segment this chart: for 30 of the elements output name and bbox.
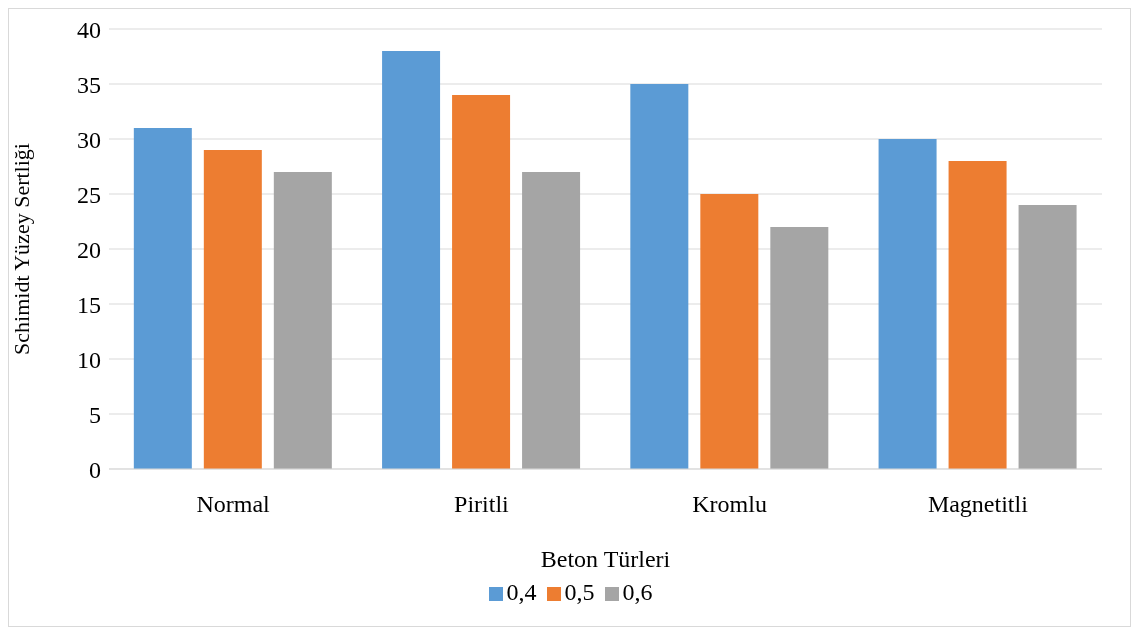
x-tick-label: Kromlu [692, 491, 767, 518]
bar [382, 51, 441, 469]
x-tick-label: Magnetitli [927, 491, 1029, 518]
y-tick-label: 25 [77, 181, 101, 208]
bar [452, 95, 511, 469]
bar [133, 128, 192, 469]
bar [522, 172, 581, 469]
y-axis-title: Schimidt Yüzey Sertliği [8, 143, 34, 355]
y-tick-label: 40 [77, 16, 101, 43]
y-tick-label: 35 [77, 71, 101, 98]
legend-label: 0,6 [622, 579, 653, 605]
bar [203, 150, 262, 469]
bar [1018, 205, 1077, 469]
x-tick-label: Normal [196, 491, 271, 518]
y-tick-label: 30 [77, 126, 101, 153]
bar [630, 84, 689, 469]
y-tick-label: 0 [89, 456, 101, 483]
y-tick-label: 5 [89, 401, 101, 428]
y-tick-label: 15 [77, 291, 101, 318]
bar [878, 139, 937, 469]
bar [700, 194, 759, 469]
bar [948, 161, 1007, 469]
bar [273, 172, 332, 469]
y-tick-label: 10 [77, 346, 101, 373]
legend-label: 0,5 [564, 579, 595, 605]
legend-label: 0,4 [506, 579, 537, 605]
y-tick-label: 20 [77, 236, 101, 263]
x-axis-title: Beton Türleri [540, 546, 671, 572]
x-tick-label: Piritli [454, 491, 510, 518]
bar [770, 227, 829, 469]
